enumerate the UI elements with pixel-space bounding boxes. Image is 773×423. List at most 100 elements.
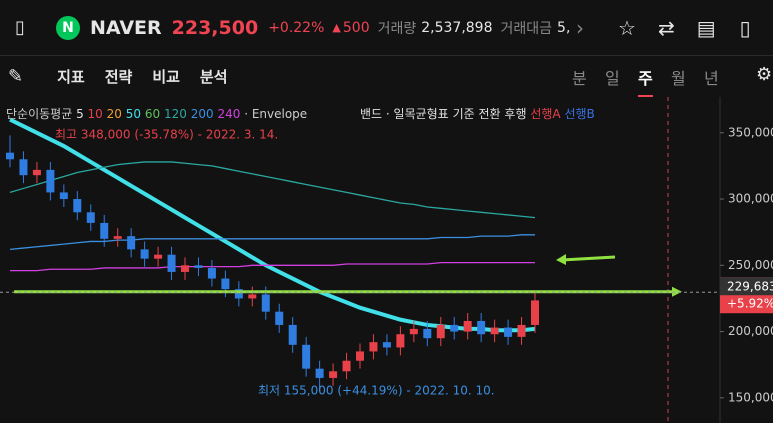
candle-body (288, 324, 297, 345)
header-actions: › ☆ ⇄ ▤ ▯ (570, 0, 773, 55)
candle-body (181, 265, 189, 272)
ma-line (9, 234, 535, 251)
high-note: 최고 348,000 (-35.78%) - 2022. 3. 14. (55, 128, 278, 142)
tool[interactable]: 전략 (104, 67, 133, 86)
last-price: 229,683 (727, 280, 773, 294)
candle-body (140, 249, 149, 259)
legend-suffix: · Envelope (244, 107, 307, 121)
legend-item: 200 (191, 107, 214, 121)
legend-item: 60 (145, 107, 160, 121)
more[interactable]: › (576, 15, 584, 40)
candle-body (477, 320, 486, 335)
chart: 150,000 200,000 250,000 300,000 350,000 229,6… (0, 97, 773, 423)
candle-body (531, 300, 539, 325)
tool[interactable]: 지표 (57, 67, 85, 86)
price: 223,500 (171, 16, 259, 39)
change: 500 (342, 19, 370, 36)
legend-item: 밴드 · 일목균형표 (360, 107, 449, 121)
tool[interactable]: 분석 (199, 67, 228, 86)
last-tag-top (720, 277, 773, 296)
candle-body (517, 324, 526, 337)
candle-body (100, 222, 109, 239)
legend-item: 5 (76, 107, 84, 121)
amount-label: 거래대금 (500, 20, 553, 37)
candle-body (504, 327, 513, 337)
legend-item: 50 (126, 107, 141, 121)
y-tick-label: 250,000 (728, 258, 773, 272)
legend-item: 120 (164, 107, 187, 121)
candle-body (275, 311, 284, 325)
legend-prefix: 단순이동평균 (6, 107, 72, 121)
candle-body (154, 254, 163, 259)
candle-body (194, 265, 203, 268)
draw-icon[interactable]: ✎ (8, 65, 24, 87)
candle-body (207, 267, 216, 279)
y-tick-label: 200,000 (728, 324, 773, 338)
last-change: +5.92% (727, 297, 773, 311)
ma-line (9, 161, 536, 219)
period[interactable]: 년 (704, 69, 719, 88)
period[interactable]: 분 (572, 69, 587, 88)
guide-arrow (672, 286, 682, 297)
candle-body (73, 199, 82, 213)
arrow-head (556, 254, 566, 265)
candle-body (234, 289, 243, 299)
period[interactable]: 월 (671, 69, 686, 88)
stock-name: NAVER (90, 16, 162, 39)
legend-item: 10 (88, 107, 103, 121)
period[interactable]: 일 (605, 69, 620, 88)
ma-line (10, 262, 535, 272)
legend-item: 선행B (564, 106, 594, 121)
candle-body (382, 342, 391, 348)
candle-body (423, 328, 432, 339)
settings[interactable]: ⚙ (756, 64, 773, 85)
legend-item: 기준 (453, 107, 475, 121)
candle-body (329, 371, 338, 378)
swap[interactable]: ⇄ (657, 15, 675, 40)
candle-body (490, 327, 499, 335)
change-pct: +0.22% (268, 19, 325, 36)
up-arrow: ▲ (332, 21, 341, 34)
logo: N (56, 15, 80, 40)
panel[interactable]: ▯ (739, 15, 751, 40)
candle-body (19, 159, 28, 176)
candle-body (436, 324, 445, 339)
candle-body (342, 360, 351, 372)
candle-body (248, 294, 257, 299)
memo[interactable]: ▤ (696, 15, 716, 40)
candle-body (113, 236, 122, 239)
legend-item: 240 (217, 107, 240, 121)
low-note: 최저 155,000 (+44.19%) - 2022. 10. 10. (258, 384, 495, 398)
candle-body (32, 169, 41, 176)
tools: 지표 전략 비교 분석 (37, 66, 227, 87)
favorite[interactable]: ☆ (618, 15, 636, 40)
legend-item: 20 (107, 107, 122, 121)
y-tick-label: 350,000 (728, 125, 773, 139)
y-tick-label: 150,000 (728, 390, 773, 404)
candle-body (302, 344, 311, 369)
candle-body (356, 351, 364, 361)
candle-body (409, 328, 418, 335)
sidebar-icon[interactable]: ▯ (15, 17, 25, 38)
candle-body (315, 368, 324, 378)
y-tick-label: 300,000 (728, 192, 773, 206)
tool[interactable]: 비교 (152, 67, 180, 86)
legend: 단순이동평균 5 10 20 50 60 120 200 240 · Envel… (6, 107, 307, 121)
candle-body (221, 278, 230, 290)
candle-body (450, 324, 459, 332)
ma-line (9, 117, 536, 333)
candle-body (6, 152, 14, 160)
arrow (561, 255, 616, 262)
candle-body (369, 342, 378, 352)
period[interactable]: 주 (638, 65, 653, 97)
volume-label: 거래량 (377, 20, 417, 37)
amount: 5, (557, 19, 571, 36)
candle-body (86, 212, 95, 223)
header: ▯ N NAVER 223,500 +0.22% ▲ 500 거래량 2,537… (0, 0, 773, 56)
candle-body (463, 320, 472, 332)
legend-2: 밴드 · 일목균형표 기준 전환 후행 선행A 선행B (360, 106, 595, 121)
legend-item: 선행A (530, 106, 561, 121)
volume: 2,537,898 (421, 19, 493, 36)
